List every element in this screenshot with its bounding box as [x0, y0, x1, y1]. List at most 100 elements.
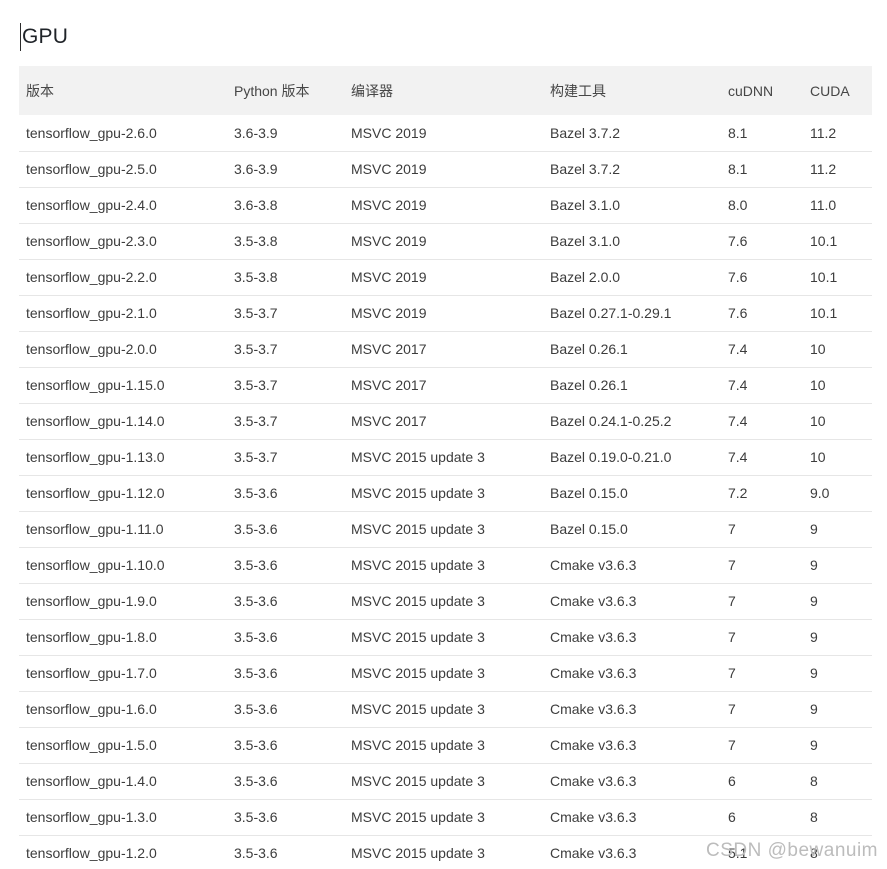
- table-cell: 7: [728, 557, 736, 573]
- table-cell: 9: [810, 701, 818, 717]
- table-cell: tensorflow_gpu-1.7.0: [26, 665, 157, 681]
- table-cell: 3.5-3.6: [234, 629, 278, 645]
- table-cell: 7: [728, 737, 736, 753]
- table-cell: MSVC 2017: [351, 341, 427, 357]
- table-cell: MSVC 2015 update 3: [351, 485, 485, 501]
- table-cell: 3.5-3.6: [234, 593, 278, 609]
- table-cell: Bazel 0.26.1: [550, 341, 628, 357]
- table-cell: tensorflow_gpu-1.10.0: [26, 557, 165, 573]
- table-cell: tensorflow_gpu-1.11.0: [26, 521, 164, 537]
- table-row: tensorflow_gpu-2.4.0 3.6-3.8 MSVC 2019 Baze…: [19, 187, 872, 223]
- page-title-row: GPU: [20, 22, 68, 52]
- table-cell: 3.5-3.6: [234, 737, 278, 753]
- table-row: tensorflow_gpu-1.11.0 3.5-3.6 MSVC 2015 up…: [19, 511, 872, 547]
- table-cell: Bazel 0.19.0-0.21.0: [550, 449, 672, 465]
- table-cell: 10.1: [810, 305, 838, 321]
- table-cell: Bazel 3.1.0: [550, 233, 621, 249]
- table-cell: Cmake v3.6.3: [550, 629, 637, 645]
- table-cell: MSVC 2019: [351, 305, 427, 321]
- table-cell: 7: [728, 665, 736, 681]
- table-cell: Bazel 2.0.0: [550, 269, 621, 285]
- column-header-version: 版本: [26, 82, 54, 99]
- table-cell: MSVC 2019: [351, 124, 427, 141]
- table-cell: tensorflow_gpu-1.12.0: [26, 485, 165, 501]
- table-cell: 3.5-3.6: [234, 665, 278, 681]
- table-cell: MSVC 2017: [351, 413, 427, 429]
- table-cell: 8.0: [728, 197, 748, 213]
- table-cell: 3.5-3.7: [234, 377, 278, 393]
- table-body: tensorflow_gpu-2.6.0 3.6-3.9 MSVC 2019 Baze…: [19, 115, 872, 869]
- table-cell: 9: [810, 665, 818, 681]
- table-cell: Bazel 3.1.0: [550, 197, 621, 213]
- table-cell: 7.2: [728, 485, 748, 501]
- table-cell: MSVC 2015 update 3: [351, 665, 485, 681]
- table-cell: Bazel 0.15.0: [550, 521, 628, 537]
- table-cell: 9: [810, 557, 818, 573]
- table-cell: 3.6-3.9: [234, 161, 278, 177]
- column-header-cuda: CUDA: [810, 82, 850, 99]
- table-cell: MSVC 2015 update 3: [351, 629, 485, 645]
- table-cell: tensorflow_gpu-1.3.0: [26, 809, 157, 825]
- table-row: tensorflow_gpu-1.15.0 3.5-3.7 MSVC 2017 Baz…: [19, 367, 872, 403]
- table-cell: 11.0: [810, 197, 837, 213]
- table-row: tensorflow_gpu-1.14.0 3.5-3.7 MSVC 2017 Baz…: [19, 403, 872, 439]
- table-cell: 3.5-3.7: [234, 341, 278, 357]
- table-cell: 8: [810, 809, 818, 825]
- column-header-cudnn: cuDNN: [728, 82, 774, 99]
- table-cell: 7.6: [728, 233, 748, 249]
- table-cell: tensorflow_gpu-2.6.0: [26, 124, 157, 141]
- table-cell: Bazel 0.15.0: [550, 485, 628, 501]
- table-cell: tensorflow_gpu-1.9.0: [26, 593, 157, 609]
- table-cell: MSVC 2015 update 3: [351, 737, 485, 753]
- table-cell: 3.5-3.8: [234, 269, 278, 285]
- table-cell: 10: [810, 341, 826, 357]
- table-cell: 7.4: [728, 413, 748, 429]
- table-cell: 9.0: [810, 485, 830, 501]
- table-cell: 3.5-3.7: [234, 305, 278, 321]
- table-row: tensorflow_gpu-1.5.0 3.5-3.6 MSVC 2015 upd…: [19, 727, 872, 763]
- table-row: tensorflow_gpu-2.0.0 3.5-3.7 MSVC 2017 Baze…: [19, 331, 872, 367]
- table-cell: tensorflow_gpu-1.4.0: [26, 773, 157, 789]
- table-cell: Bazel 0.26.1: [550, 377, 628, 393]
- table-cell: MSVC 2015 update 3: [351, 449, 485, 465]
- table-cell: tensorflow_gpu-1.14.0: [26, 413, 165, 429]
- table-row: tensorflow_gpu-1.3.0 3.5-3.6 MSVC 2015 upd…: [19, 799, 872, 835]
- table-cell: 10: [810, 413, 826, 429]
- table-cell: 7.6: [728, 269, 748, 285]
- table-cell: Cmake v3.6.3: [550, 701, 637, 717]
- table-cell: MSVC 2015 update 3: [351, 701, 485, 717]
- gpu-compatibility-table: 版本 Python 版本 编译器 构建工具 cuDNN CUDA tensorf…: [19, 66, 872, 869]
- table-cell: 7.4: [728, 341, 748, 357]
- table-cell: 8: [810, 773, 818, 789]
- table-row: tensorflow_gpu-1.4.0 3.5-3.6 MSVC 2015 upd…: [19, 763, 872, 799]
- table-cell: MSVC 2015 update 3: [351, 593, 485, 609]
- table-cell: tensorflow_gpu-1.2.0: [26, 845, 157, 861]
- table-cell: tensorflow_gpu-2.3.0: [26, 233, 157, 249]
- table-cell: 7: [728, 521, 736, 537]
- text-cursor: [20, 23, 21, 51]
- table-cell: Bazel 0.27.1-0.29.1: [550, 305, 672, 321]
- table-cell: tensorflow_gpu-2.2.0: [26, 269, 157, 285]
- table-row: tensorflow_gpu-2.5.0 3.6-3.9 MSVC 2019 Baze…: [19, 151, 872, 187]
- table-cell: 3.6-3.8: [234, 197, 278, 213]
- page-title: GPU: [22, 25, 69, 48]
- table-cell: MSVC 2019: [351, 197, 427, 213]
- table-cell: Cmake v3.6.3: [550, 809, 637, 825]
- table-row: tensorflow_gpu-1.12.0 3.5-3.6 MSVC 2015 up…: [19, 475, 872, 511]
- table-row: tensorflow_gpu-2.3.0 3.5-3.8 MSVC 2019 Baze…: [19, 223, 872, 259]
- table-cell: Bazel 3.7.2: [550, 161, 621, 177]
- table-row: tensorflow_gpu-1.13.0 3.5-3.7 MSVC 2015 up…: [19, 439, 872, 475]
- table-cell: 7.6: [728, 305, 748, 321]
- table-cell: 3.5-3.6: [234, 845, 278, 861]
- table-cell: 7: [728, 629, 736, 645]
- table-cell: Cmake v3.6.3: [550, 665, 637, 681]
- table-cell: 3.5-3.7: [234, 449, 278, 465]
- table-cell: 8.1: [728, 124, 748, 141]
- table-cell: MSVC 2017: [351, 377, 427, 393]
- table-cell: 10: [810, 377, 826, 393]
- table-cell: 7: [728, 701, 736, 717]
- table-cell: 10: [810, 449, 826, 465]
- table-cell: 8.1: [728, 161, 748, 177]
- table-row: tensorflow_gpu-2.6.0 3.6-3.9 MSVC 2019 Baze…: [19, 115, 872, 151]
- table-cell: tensorflow_gpu-1.8.0: [26, 629, 157, 645]
